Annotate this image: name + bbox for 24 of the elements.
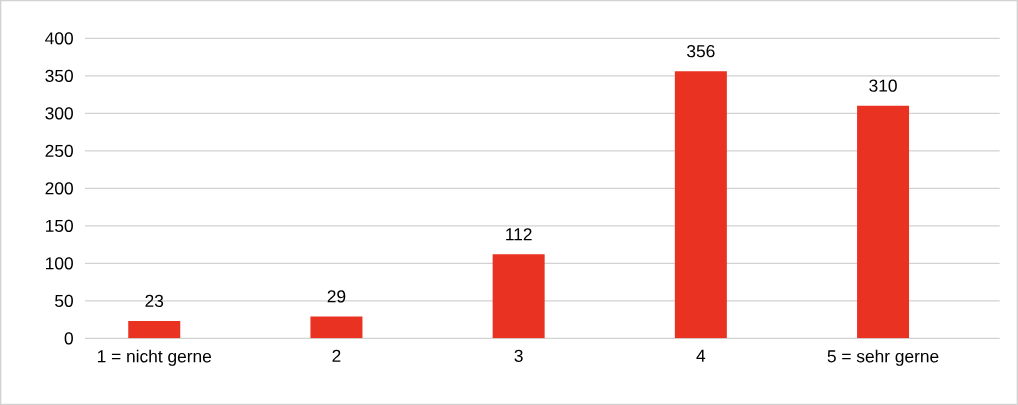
data-label: 356	[687, 45, 715, 58]
bar	[492, 254, 545, 339]
x-tick-label: 5 = sehr gerne	[827, 349, 939, 366]
y-tick-label: 400	[45, 32, 73, 45]
data-label: 29	[327, 290, 346, 303]
bar	[857, 105, 910, 339]
x-tick-label: 3	[514, 349, 523, 362]
y-tick-label: 50	[55, 294, 73, 307]
data-label: 112	[506, 228, 532, 241]
x-tick-label: 2	[332, 349, 341, 362]
data-label: 310	[869, 79, 897, 92]
x-tick-label: 4	[696, 349, 706, 362]
y-tick-label: 150	[46, 219, 73, 232]
y-tick-label: 350	[45, 69, 73, 82]
y-tick-label: 100	[46, 257, 73, 270]
y-tick-label: 200	[45, 182, 73, 195]
y-tick-label: 250	[45, 144, 73, 157]
x-tick-label: 1 = nicht gerne	[97, 349, 212, 366]
y-tick-label: 300	[45, 107, 73, 120]
bar	[674, 71, 727, 339]
data-label: 23	[145, 294, 164, 308]
bar	[310, 316, 363, 339]
bar	[128, 321, 181, 339]
y-tick-label: 0	[64, 332, 73, 345]
